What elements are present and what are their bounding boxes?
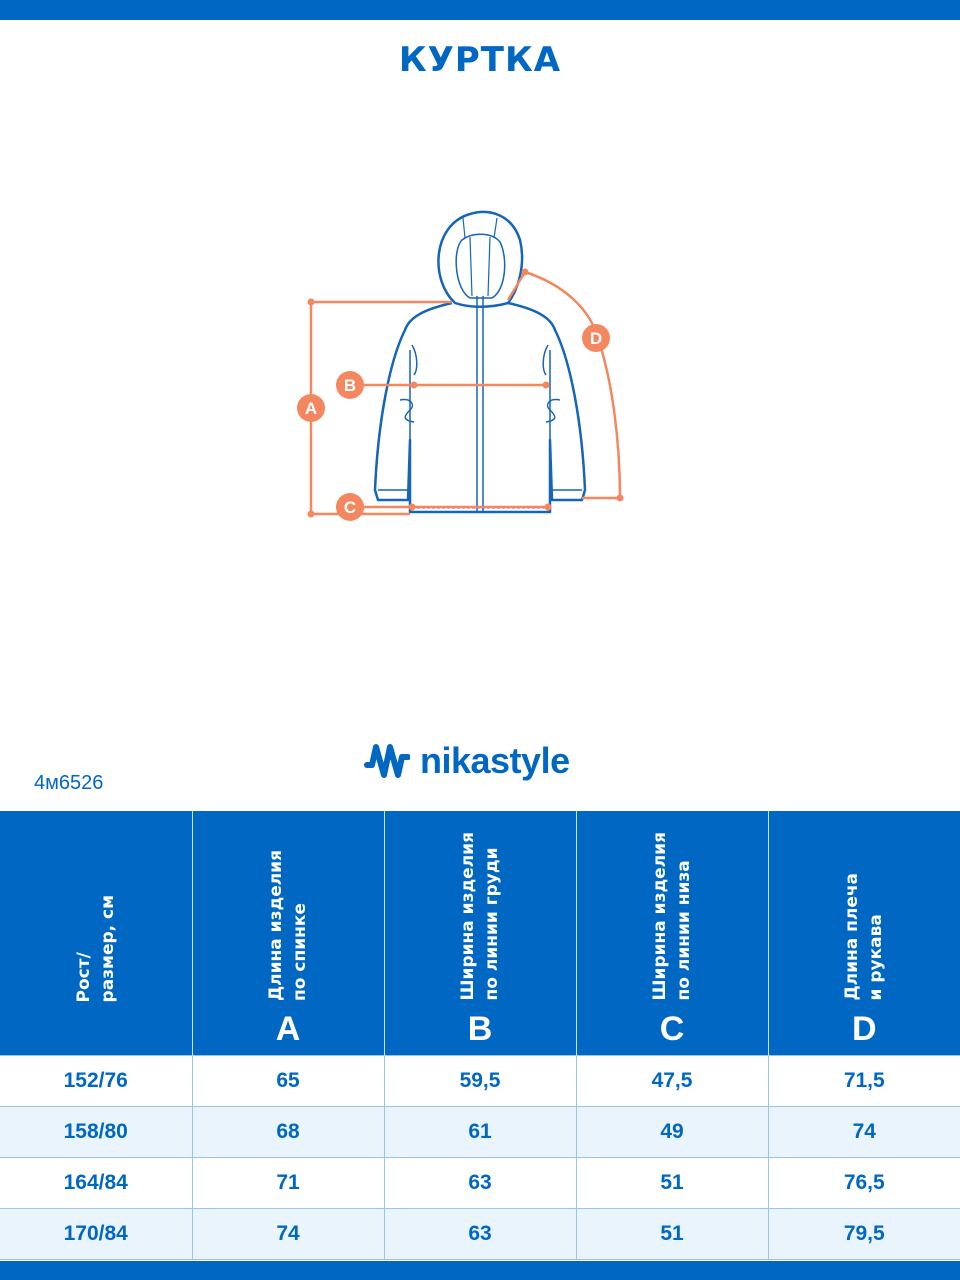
brand-name: nikastyle: [420, 740, 570, 781]
marker-d: D: [582, 324, 610, 352]
header-c: Ширина изделия по линии низа C: [576, 811, 769, 1055]
size-table: Рост/ размер, см Длина изделия по спинке…: [0, 811, 960, 1260]
cell-d: 74: [767, 1105, 960, 1158]
marker-a: A: [297, 394, 325, 422]
cell-b: 59,5: [383, 1054, 577, 1107]
marker-c: C: [336, 493, 364, 521]
table-row: 152/76 65 59,5 47,5 71,5: [0, 1054, 960, 1107]
jacket-diagram: A B C D: [297, 210, 624, 521]
measurement-dots: [307, 268, 624, 518]
svg-text:D: D: [590, 329, 602, 348]
top-bar: [0, 0, 960, 20]
cell-c: 47,5: [575, 1054, 769, 1107]
header-a: Длина изделия по спинке A: [192, 811, 385, 1055]
cell-d: 79,5: [767, 1207, 960, 1260]
cell-size: 158/80: [0, 1105, 193, 1158]
cell-a: 65: [191, 1054, 385, 1107]
page-title: КУРТКА: [398, 40, 562, 80]
cell-a: 74: [191, 1207, 385, 1260]
cell-b: 61: [383, 1105, 577, 1158]
cell-b: 63: [383, 1156, 577, 1209]
cell-a: 68: [191, 1105, 385, 1158]
cell-c: 51: [575, 1156, 769, 1209]
svg-text:A: A: [305, 399, 317, 418]
header-b: Ширина изделия по линии груди B: [384, 811, 577, 1055]
svg-text:C: C: [344, 498, 356, 517]
article-number: 4м6526: [34, 772, 104, 794]
svg-text:B: B: [344, 376, 356, 395]
cell-d: 71,5: [767, 1054, 960, 1107]
logo-mark-icon: [364, 744, 410, 778]
table-header-row: Рост/ размер, см Длина изделия по спинке…: [0, 811, 960, 1055]
brand-logo: nikastyle: [364, 740, 570, 782]
cell-c: 49: [575, 1105, 769, 1158]
cell-b: 63: [383, 1207, 577, 1260]
bottom-bar: [0, 1261, 960, 1280]
cell-size: 152/76: [0, 1054, 193, 1107]
cell-a: 71: [191, 1156, 385, 1209]
table-row: 164/84 71 63 51 76,5: [0, 1156, 960, 1209]
cell-size: 170/84: [0, 1207, 193, 1260]
marker-b: B: [336, 371, 364, 399]
jacket-outline: [373, 210, 587, 514]
cell-size: 164/84: [0, 1156, 193, 1209]
cell-d: 76,5: [767, 1156, 960, 1209]
table-row: 170/84 74 63 51 79,5: [0, 1207, 960, 1260]
table-row: 158/80 68 61 49 74: [0, 1105, 960, 1158]
cell-c: 51: [575, 1207, 769, 1260]
header-d: Длина плеча и рукава D: [768, 811, 960, 1055]
header-height-size: Рост/ размер, см: [0, 811, 193, 1055]
